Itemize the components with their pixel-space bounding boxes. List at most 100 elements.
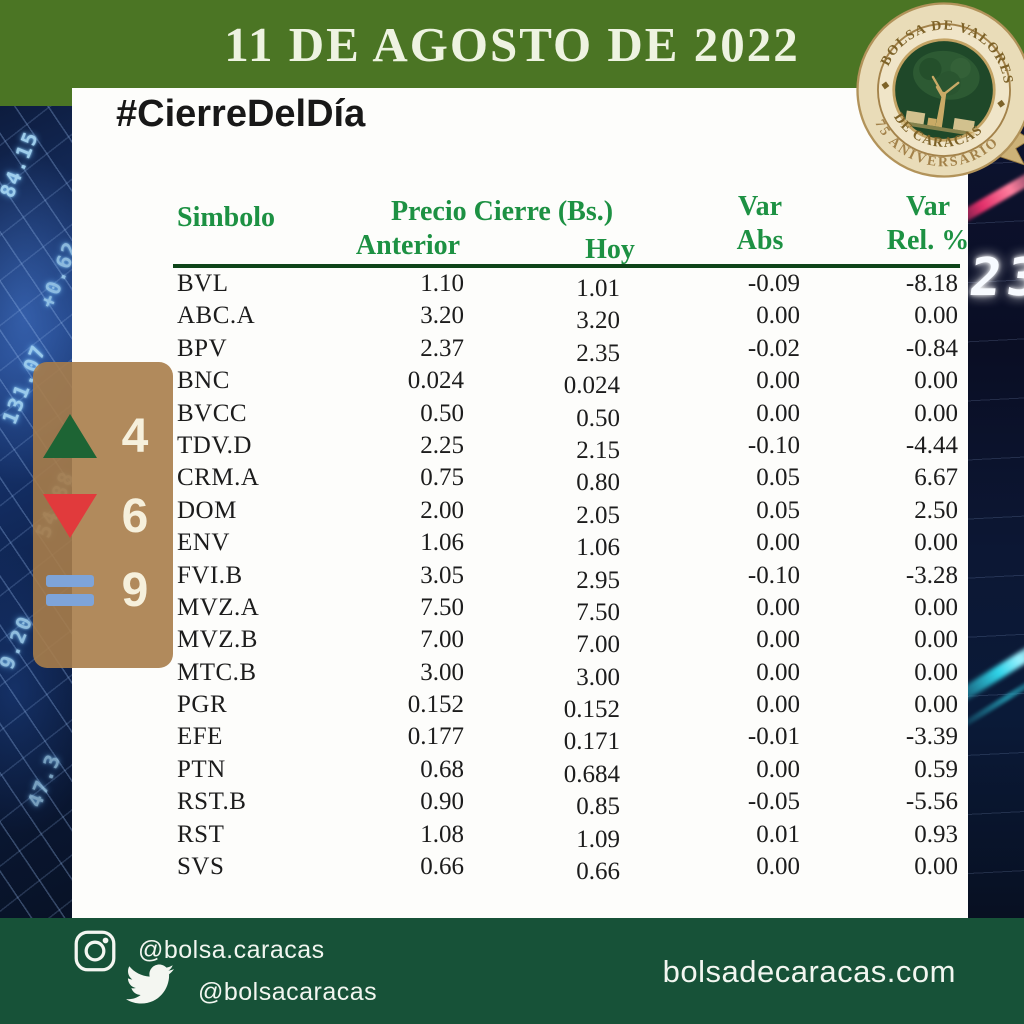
var-abs-cell: 0.05 bbox=[756, 496, 800, 524]
var-rel-cell: 6.67 bbox=[914, 464, 958, 492]
prev-close-cell: 1.06 bbox=[420, 529, 464, 557]
gainers-row: 4 bbox=[33, 406, 173, 466]
today-close-cell: 2.95 bbox=[576, 566, 620, 594]
symbol-cell: RST.B bbox=[177, 788, 247, 816]
var-abs-cell: -0.09 bbox=[747, 270, 800, 297]
today-close-cell: 2.35 bbox=[576, 339, 620, 367]
today-close-cell: 0.66 bbox=[576, 858, 620, 886]
prev-close-cell: 0.152 bbox=[407, 691, 464, 719]
decliners-row: 6 bbox=[33, 486, 173, 546]
var-abs-cell: -0.10 bbox=[747, 561, 800, 589]
background-right-strip: 23 bbox=[968, 106, 1024, 918]
var-abs-cell: 0.00 bbox=[756, 399, 800, 427]
var-abs-cell: 0.00 bbox=[756, 593, 800, 621]
ceiba-tree-icon bbox=[900, 50, 980, 137]
column-header-previous: Anterior bbox=[355, 230, 461, 261]
prev-close-cell: 3.05 bbox=[420, 561, 464, 589]
prev-close-cell: 2.25 bbox=[420, 431, 464, 459]
prev-close-cell: 1.10 bbox=[420, 270, 464, 297]
var-abs-cell: 0.00 bbox=[756, 755, 800, 783]
decor-digits: +0.62 bbox=[34, 236, 72, 312]
down-triangle-icon bbox=[43, 494, 97, 538]
led-digits-decor: 23 bbox=[968, 248, 1024, 308]
prev-close-cell: 7.00 bbox=[420, 626, 464, 654]
today-close-cell: 3.20 bbox=[576, 307, 620, 335]
movement-summary-badge: 4 6 9 bbox=[33, 362, 173, 668]
var-rel-cell: -5.56 bbox=[905, 788, 958, 816]
var-abs-cell: 0.00 bbox=[756, 367, 800, 395]
column-header-var-abs: Var Abs bbox=[736, 191, 784, 256]
prev-close-cell: 1.08 bbox=[420, 820, 464, 848]
twitter-icon bbox=[126, 964, 174, 1004]
column-header-price-group: Precio Cierre (Bs.) bbox=[390, 196, 614, 227]
today-close-cell: 7.00 bbox=[576, 631, 620, 659]
today-close-cell: 7.50 bbox=[576, 598, 620, 626]
var-rel-cell: -0.84 bbox=[905, 334, 958, 362]
symbol-cell: FVI.B bbox=[177, 561, 243, 589]
var-rel-cell: 0.00 bbox=[914, 658, 958, 686]
footer-band: @bolsa.caracas @bolsacaracas bolsadecara… bbox=[0, 918, 1024, 1024]
var-abs-cell: 0.00 bbox=[756, 658, 800, 686]
var-abs-cell: 0.00 bbox=[756, 626, 800, 654]
symbol-cell: ENV bbox=[177, 529, 230, 557]
decor-digits: 84.15 bbox=[0, 126, 44, 202]
symbol-cell: RST bbox=[177, 820, 225, 848]
website-url: bolsadecaracas.com bbox=[662, 954, 956, 989]
var-rel-cell: 0.00 bbox=[914, 691, 958, 719]
decliners-count: 6 bbox=[121, 489, 149, 543]
symbol-cell: ABC.A bbox=[177, 302, 256, 330]
var-rel-cell: 0.00 bbox=[914, 399, 958, 427]
symbol-cell: MVZ.B bbox=[177, 626, 258, 654]
today-close-cell: 2.15 bbox=[576, 436, 620, 464]
unchanged-row: 9 bbox=[33, 560, 173, 620]
var-abs-cell: 0.00 bbox=[756, 853, 800, 881]
symbol-cell: EFE bbox=[177, 723, 223, 751]
column-header-symbol: Simbolo bbox=[177, 202, 276, 233]
equal-icon bbox=[46, 574, 94, 606]
var-abs-cell: -0.01 bbox=[747, 723, 800, 751]
today-close-cell: 1.01 bbox=[576, 275, 620, 302]
symbol-cell: CRM.A bbox=[177, 464, 260, 492]
var-abs-cell: -0.02 bbox=[747, 334, 800, 362]
var-rel-cell: -3.39 bbox=[905, 723, 958, 751]
var-rel-cell: 0.00 bbox=[914, 593, 958, 621]
prev-close-cell: 7.50 bbox=[420, 593, 464, 621]
var-abs-cell: -0.10 bbox=[747, 431, 800, 459]
symbol-cell: MVZ.A bbox=[177, 593, 260, 621]
var-abs-cell: 0.01 bbox=[756, 820, 800, 848]
column-header-today: Hoy bbox=[585, 234, 635, 265]
prev-close-cell: 0.50 bbox=[420, 399, 464, 427]
symbol-cell: PGR bbox=[177, 691, 228, 719]
var-abs-cell: -0.05 bbox=[747, 788, 800, 816]
symbol-cell: TDV.D bbox=[177, 431, 252, 459]
prev-close-cell: 0.68 bbox=[420, 755, 464, 783]
var-rel-cell: 0.00 bbox=[914, 367, 958, 395]
prev-close-cell: 0.90 bbox=[420, 788, 464, 816]
today-close-cell: 3.00 bbox=[576, 663, 620, 691]
prev-close-cell: 0.024 bbox=[407, 367, 464, 395]
prev-close-cell: 0.75 bbox=[420, 464, 464, 492]
today-close-cell: 0.85 bbox=[576, 793, 620, 821]
today-close-cell: 0.171 bbox=[563, 728, 620, 756]
instagram-handle: @bolsa.caracas bbox=[138, 936, 325, 964]
var-rel-cell: -3.28 bbox=[905, 561, 958, 589]
var-abs-cell: 0.00 bbox=[756, 302, 800, 330]
today-close-cell: 0.024 bbox=[563, 372, 620, 400]
column-header-var-rel: Var Rel. % bbox=[886, 191, 970, 256]
var-rel-cell: 0.00 bbox=[914, 626, 958, 654]
symbol-cell: BPV bbox=[177, 334, 228, 362]
prev-close-cell: 2.00 bbox=[420, 496, 464, 524]
var-abs-cell: 0.00 bbox=[756, 691, 800, 719]
symbol-cell: BVCC bbox=[177, 399, 248, 427]
today-close-cell: 1.06 bbox=[576, 534, 620, 562]
symbol-cell: MTC.B bbox=[177, 658, 257, 686]
decor-digits: 47.3 bbox=[22, 749, 66, 811]
price-table: Simbolo Precio Cierre (Bs.) Anterior Hoy… bbox=[173, 188, 969, 885]
var-rel-cell: 0.59 bbox=[914, 755, 958, 783]
symbol-cell: BVL bbox=[177, 270, 229, 297]
var-abs-cell: 0.00 bbox=[756, 529, 800, 557]
symbol-cell: PTN bbox=[177, 755, 226, 783]
up-triangle-icon bbox=[43, 414, 97, 458]
var-rel-cell: 0.00 bbox=[914, 302, 958, 330]
